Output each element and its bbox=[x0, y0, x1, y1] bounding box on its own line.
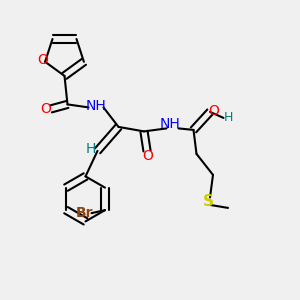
Text: H: H bbox=[86, 142, 96, 156]
Text: Br: Br bbox=[76, 206, 93, 220]
Text: O: O bbox=[142, 149, 153, 163]
Text: O: O bbox=[37, 53, 48, 67]
Text: O: O bbox=[208, 104, 219, 118]
Text: H: H bbox=[224, 111, 234, 124]
Text: S: S bbox=[203, 194, 214, 209]
Text: NH: NH bbox=[85, 99, 106, 113]
Text: O: O bbox=[40, 102, 51, 116]
Text: NH: NH bbox=[159, 117, 180, 131]
